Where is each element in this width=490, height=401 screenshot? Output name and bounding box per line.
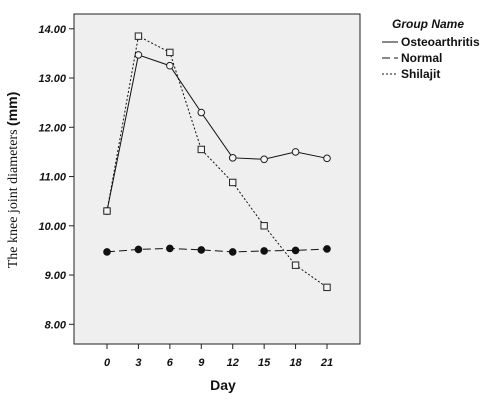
data-point-osteoarthritis <box>260 155 268 164</box>
plot-area <box>73 13 361 345</box>
data-point-shilajit <box>166 48 174 57</box>
y-tick-label: 14.00 <box>38 24 66 36</box>
data-point-shilajit <box>323 283 331 292</box>
legend-label-normal: Normal <box>401 51 442 65</box>
series-line-shilajit <box>106 35 328 288</box>
series-shilajit <box>103 32 331 292</box>
y-tick-label: 10.00 <box>38 221 66 233</box>
y-tick-label: 11.00 <box>39 172 67 184</box>
data-point-normal <box>323 245 331 253</box>
x-tick-label: 18 <box>289 357 302 369</box>
data-point-osteoarthritis <box>166 61 174 70</box>
y-axis-label: The knee joint diameters (mm) <box>4 92 21 269</box>
y-tick-label: 9.00 <box>45 270 67 282</box>
y-tick-label: 12.00 <box>38 122 66 134</box>
data-point-normal <box>166 244 174 253</box>
x-axis-label: Day <box>210 377 236 393</box>
y-tick-label: 13.00 <box>38 73 66 85</box>
legend: Group Name Osteoarthritis Normal Shilajit <box>382 17 480 81</box>
series-layer <box>103 32 331 292</box>
data-point-normal <box>197 246 206 254</box>
data-point-shilajit <box>103 207 111 215</box>
data-point-normal <box>134 245 143 254</box>
x-tick-label: 12 <box>227 357 239 369</box>
x-tick-label: 15 <box>258 357 271 369</box>
data-point-normal <box>228 248 237 256</box>
y-tick-label: 8.00 <box>45 319 67 331</box>
series-line-normal <box>106 247 328 253</box>
x-tick-label: 6 <box>167 357 174 369</box>
legend-label-osteoarthritis: Osteoarthritis <box>401 35 480 49</box>
x-tick-label: 3 <box>135 357 141 369</box>
x-tick-label: 21 <box>320 357 333 369</box>
data-point-shilajit <box>197 145 205 154</box>
data-point-normal <box>260 247 268 255</box>
data-point-osteoarthritis <box>197 108 206 117</box>
series-normal <box>103 244 331 256</box>
data-point-osteoarthritis <box>323 154 331 163</box>
data-point-osteoarthritis <box>291 148 300 156</box>
data-point-shilajit <box>134 32 143 40</box>
legend-items: Osteoarthritis Normal Shilajit <box>382 35 480 81</box>
x-tick-label: 0 <box>104 357 111 369</box>
y-axis-label-unit: (mm) <box>4 92 20 126</box>
data-point-normal <box>103 248 111 256</box>
series-line-osteoarthritis <box>106 54 328 212</box>
legend-label-shilajit: Shilajit <box>401 67 440 81</box>
data-point-shilajit <box>260 222 268 230</box>
legend-title: Group Name <box>392 17 464 31</box>
data-point-osteoarthritis <box>134 51 143 59</box>
y-axis-label-text: The knee joint diameters <box>6 129 21 268</box>
x-axis: 0 3 6 9 12 15 18 21 <box>104 344 333 369</box>
data-point-osteoarthritis <box>228 154 237 162</box>
y-axis: 8.00 9.00 10.00 11.00 12.00 13.00 14.00 <box>38 24 74 331</box>
data-point-shilajit <box>291 261 300 269</box>
x-tick-label: 9 <box>198 357 205 369</box>
data-point-shilajit <box>229 178 237 187</box>
data-point-normal <box>291 246 300 255</box>
